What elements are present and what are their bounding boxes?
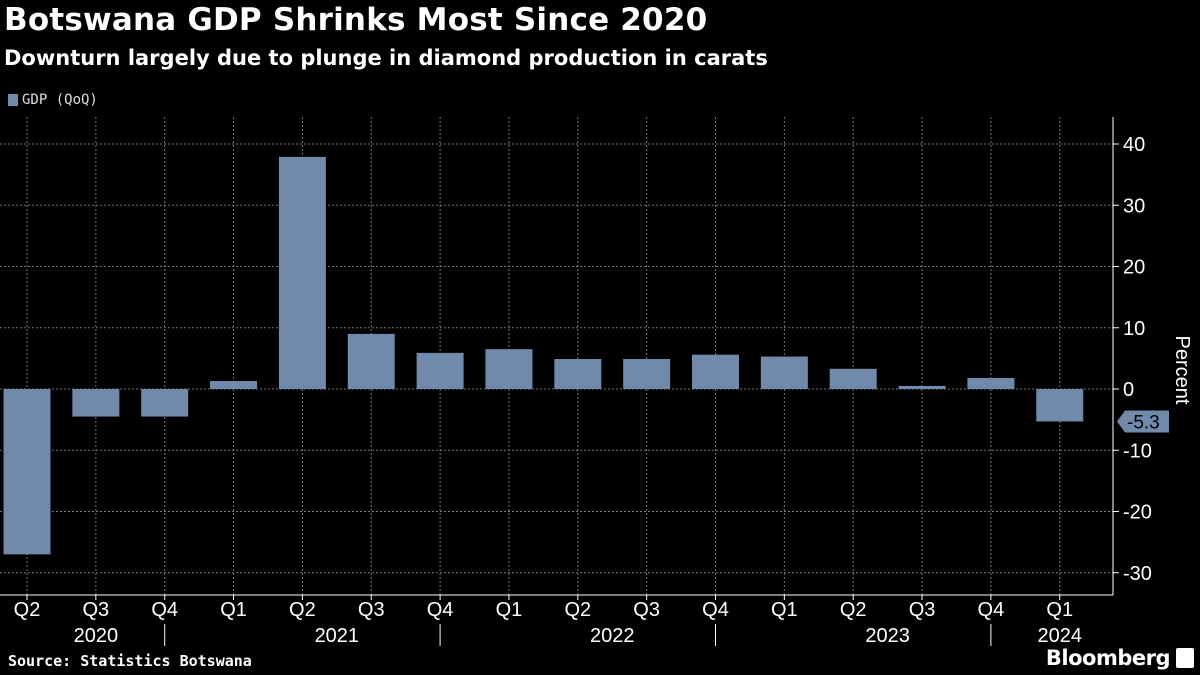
- bar: [485, 349, 533, 389]
- bloomberg-chart-icon: [1176, 648, 1194, 668]
- bar: [210, 381, 258, 389]
- y-tick-label: 10: [1123, 318, 1145, 340]
- last-value-label: -5.3: [1127, 412, 1160, 433]
- y-tick-label: 0: [1123, 379, 1134, 401]
- x-tick-label: Q3: [633, 599, 660, 621]
- bar: [1036, 389, 1084, 422]
- bar: [692, 354, 739, 389]
- chart-title: Botswana GDP Shrinks Most Since 2020: [4, 2, 708, 38]
- x-tick-label: Q3: [358, 599, 385, 621]
- year-label: 2020: [74, 625, 119, 647]
- bar: [829, 368, 877, 389]
- y-tick-label: 40: [1123, 134, 1145, 156]
- x-tick-label: Q1: [1046, 599, 1073, 621]
- legend: GDP (QoQ): [8, 92, 98, 108]
- bar: [554, 358, 602, 389]
- bar: [347, 333, 395, 389]
- year-label: 2023: [865, 625, 910, 647]
- y-tick-label: 30: [1123, 195, 1145, 217]
- bloomberg-logo: Bloomberg: [1045, 646, 1171, 670]
- year-label: 2024: [1038, 625, 1083, 647]
- last-value-tag: [1117, 410, 1169, 433]
- y-tick-label: -20: [1123, 502, 1152, 524]
- x-tick-label: Q1: [771, 599, 798, 621]
- x-tick-label: Q4: [151, 599, 178, 621]
- x-tick-label: Q4: [427, 599, 454, 621]
- chart-subtitle: Downturn largely due to plunge in diamon…: [4, 46, 768, 70]
- bar: [72, 389, 120, 417]
- x-tick-label: Q4: [702, 599, 729, 621]
- x-tick-label: Q4: [978, 599, 1005, 621]
- x-tick-label: Q2: [14, 599, 41, 621]
- x-tick-label: Q2: [289, 599, 316, 621]
- legend-label: GDP (QoQ): [22, 92, 98, 108]
- bar: [760, 356, 808, 389]
- legend-swatch: [8, 94, 18, 106]
- bar: [898, 385, 946, 389]
- y-tick-label: -30: [1123, 563, 1152, 585]
- x-tick-label: Q3: [83, 599, 110, 621]
- x-tick-label: Q1: [220, 599, 247, 621]
- x-tick-label: Q3: [909, 599, 936, 621]
- bar: [278, 156, 326, 389]
- bar: [967, 377, 1015, 389]
- bar: [416, 352, 464, 389]
- year-label: 2022: [590, 625, 635, 647]
- bar: [141, 389, 189, 417]
- x-tick-label: Q2: [564, 599, 591, 621]
- y-axis-label: Percent: [1171, 336, 1193, 405]
- x-tick-label: Q1: [496, 599, 523, 621]
- y-tick-label: 20: [1123, 257, 1145, 279]
- y-tick-label: -10: [1123, 440, 1152, 462]
- bar: [623, 358, 671, 389]
- year-label: 2021: [315, 625, 360, 647]
- bar: [3, 389, 51, 555]
- source-note: Source: Statistics Botswana: [8, 652, 252, 670]
- x-tick-label: Q2: [840, 599, 867, 621]
